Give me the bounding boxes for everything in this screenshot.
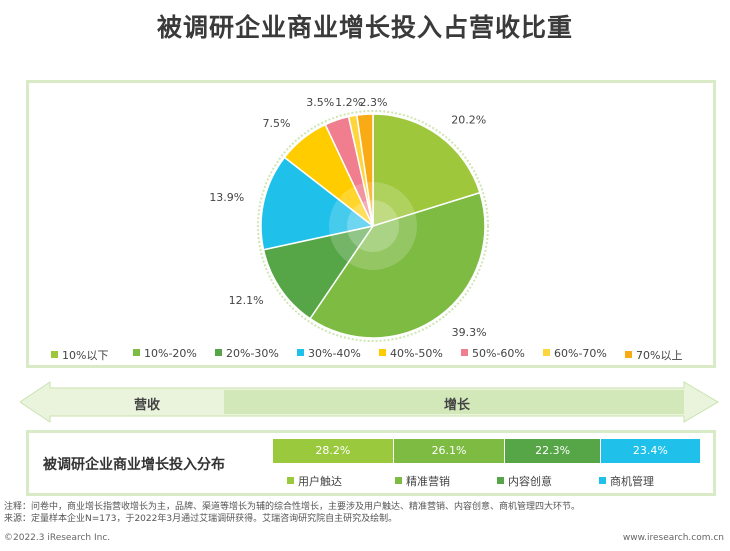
notes: 注释：问卷中，商业增长指营收增长为主，品牌、渠道等增长为辅的综合性增长，主要涉及… — [4, 501, 580, 525]
pie-legend-item: 50%-60% — [461, 347, 525, 360]
pie-center-highlight — [329, 182, 417, 270]
pie-data-label-2: 39.3% — [452, 326, 487, 339]
legend-swatch — [497, 477, 504, 484]
pie-center-highlight — [347, 200, 399, 252]
copyright: ©2022.3 iResearch Inc. — [4, 533, 111, 543]
pie-legend-item: 60%-70% — [543, 347, 607, 360]
pie-slice-1 — [372, 113, 481, 228]
legend-label: 60%-70% — [554, 347, 607, 360]
arrow-label-growth: 增长 — [444, 398, 471, 413]
legend-label: 内容创意 — [508, 475, 552, 488]
distribution-title: 被调研企业商业增长投入分布 — [43, 457, 225, 473]
pie-slice-2 — [309, 191, 486, 339]
pie-slice-4 — [260, 156, 375, 251]
source-text: 来源：定量样本企业N=173，于2022年3月通过艾瑞调研获得。艾瑞咨询研究院自… — [4, 514, 398, 524]
distribution-panel: 被调研企业商业增长投入分布 28.2% 26.1% 22.3% 23.4% 用户触达 精… — [26, 430, 716, 496]
revenue-growth-arrow: 营收 增长 — [20, 378, 720, 426]
pie-data-label-3: 12.1% — [229, 294, 264, 307]
bar-segment-1: 28.2% — [273, 439, 394, 463]
pie-data-label-6: 3.5% — [306, 96, 334, 109]
bar-legend-item: 用户触达 — [287, 473, 342, 489]
pie-legend-item: 10%以下 — [51, 347, 108, 363]
legend-label: 用户触达 — [298, 475, 342, 488]
pie-legend-item: 10%-20% — [133, 347, 197, 360]
pie-legend-item: 30%-40% — [297, 347, 361, 360]
pie-legend: 10%以下 10%-20% 20%-30% 30%-40% 40%-50% 50%-60%… — [51, 347, 711, 365]
bar-legend: 用户触达 精准营销 内容创意 商机管理 — [287, 473, 707, 489]
legend-label: 70%以上 — [636, 349, 683, 362]
legend-label: 30%-40% — [308, 347, 361, 360]
bar-segment-2: 26.1% — [393, 439, 506, 463]
note-text: 注释：问卷中，商业增长指营收增长为主，品牌、渠道等增长为辅的综合性增长，主要涉及… — [4, 502, 581, 512]
stacked-bar: 28.2% 26.1% 22.3% 23.4% — [273, 439, 701, 463]
legend-swatch — [461, 349, 468, 356]
arrow-growth-segment — [224, 390, 684, 414]
legend-swatch — [133, 349, 140, 356]
pie-data-label-8: 2.3% — [359, 96, 387, 109]
bar-legend-item: 商机管理 — [599, 473, 654, 489]
pie-data-label-7: 1.2% — [335, 96, 363, 109]
legend-swatch — [51, 351, 58, 358]
bar-segment-3: 22.3% — [505, 439, 601, 463]
bar-legend-item: 精准营销 — [395, 473, 450, 489]
pie-chart-panel: 20.2% 39.3% 12.1% 13.9% 7.5% 3.5% 1.2% 2.3% 10%… — [26, 80, 716, 368]
bar-legend-item: 内容创意 — [497, 473, 552, 489]
pie-legend-item: 20%-30% — [215, 347, 279, 360]
legend-label: 精准营销 — [406, 475, 450, 488]
legend-label: 50%-60% — [472, 347, 525, 360]
pie-chart: 20.2% 39.3% 12.1% 13.9% 7.5% 3.5% 1.2%2.3% — [209, 96, 489, 342]
legend-swatch — [625, 351, 632, 358]
pie-data-label-4: 13.9% — [209, 191, 244, 204]
pie-legend-item: 40%-50% — [379, 347, 443, 360]
legend-swatch — [395, 477, 402, 484]
legend-swatch — [379, 349, 386, 356]
legend-swatch — [543, 349, 550, 356]
pie-data-label-5: 7.5% — [263, 117, 291, 130]
pie-outer-ring — [257, 110, 489, 342]
legend-swatch — [599, 477, 606, 484]
double-arrow-shape — [20, 381, 719, 423]
pie-slice-8 — [356, 113, 374, 227]
legend-swatch — [287, 477, 294, 484]
bar-segment-4: 23.4% — [600, 439, 701, 463]
legend-label: 10%以下 — [62, 349, 109, 362]
website: www.iresearch.com.cn — [622, 533, 724, 543]
legend-swatch — [215, 349, 222, 356]
pie-slice-3 — [262, 224, 375, 320]
legend-label: 40%-50% — [390, 347, 443, 360]
pie-legend-item: 70%以上 — [625, 347, 682, 363]
legend-label: 10%-20% — [144, 347, 197, 360]
legend-swatch — [297, 349, 304, 356]
arrow-label-revenue: 营收 — [134, 398, 161, 413]
page-title: 被调研企业商业增长投入占营收比重 — [156, 13, 573, 42]
pie-data-label-1: 20.2% — [451, 114, 486, 127]
legend-label: 20%-30% — [226, 347, 279, 360]
legend-label: 商机管理 — [610, 475, 654, 488]
